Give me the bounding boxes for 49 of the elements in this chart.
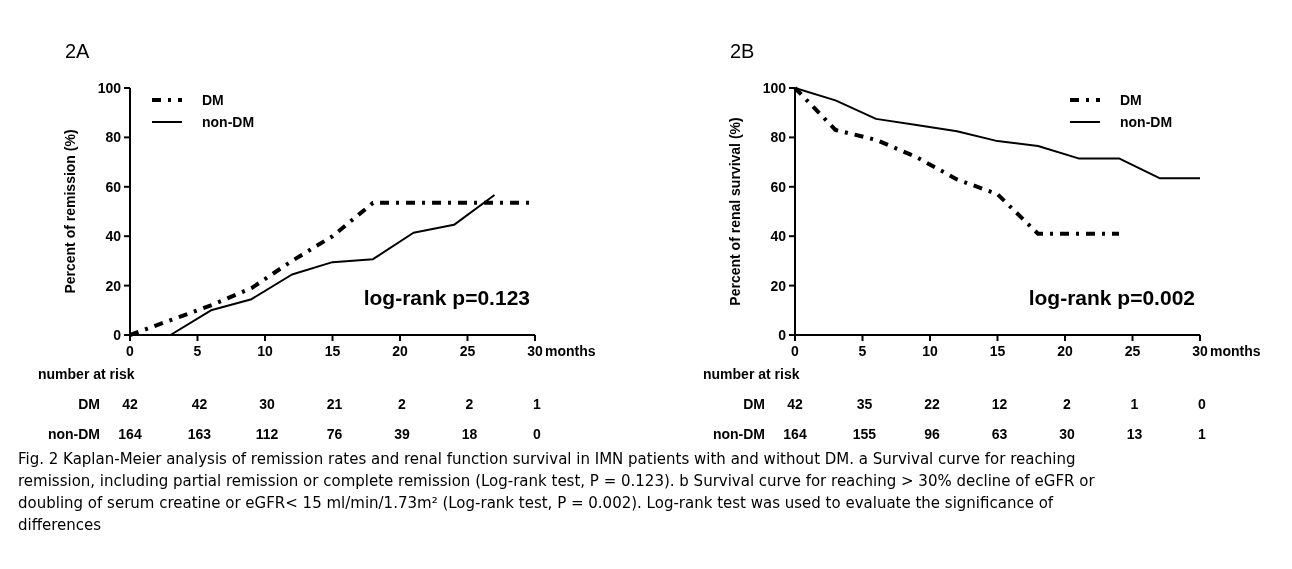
text: non-DM xyxy=(712,426,765,442)
x-axis-title: months xyxy=(545,343,596,359)
x-tick-label: 15 xyxy=(324,343,341,359)
x-tick-label: 5 xyxy=(858,343,867,359)
legend-label: non-DM xyxy=(202,113,255,130)
text: number at risk xyxy=(703,366,800,382)
y-tick-label: 0 xyxy=(113,326,122,343)
x-tick-label: 30 xyxy=(527,343,543,359)
y-tick-label: 20 xyxy=(770,277,787,294)
y-tick-label: 100 xyxy=(762,79,787,96)
x-tick-label: 0 xyxy=(791,343,800,359)
y-tick-label: 80 xyxy=(105,129,122,146)
text: 164 163 112 76 39 18 0 xyxy=(118,426,541,442)
text: 164 155 96 63 30 13 1 xyxy=(783,426,1206,442)
text: non-DM xyxy=(47,426,100,442)
y-tick-label: 60 xyxy=(770,178,787,195)
text: DM xyxy=(743,396,765,412)
y-tick-label: 20 xyxy=(105,277,122,294)
annotation: log-rank p=0.123 xyxy=(363,286,530,309)
chart-title: 2A xyxy=(65,40,91,62)
legend-label: DM xyxy=(202,91,224,108)
text: DM xyxy=(78,396,100,412)
text: number at risk xyxy=(38,366,135,382)
chart-title: 2B xyxy=(730,40,755,62)
x-tick-label: 10 xyxy=(922,343,938,359)
annotation: log-rank p=0.002 xyxy=(1028,286,1195,309)
x-tick-label: 25 xyxy=(459,343,476,359)
y-tick-label: 60 xyxy=(105,178,122,195)
x-tick-label: 25 xyxy=(1124,343,1141,359)
y-axis-title: Percent of remission (%) xyxy=(62,129,78,294)
y-axis-title: Percent of renal survival (%) xyxy=(727,117,743,306)
x-axis-title: months xyxy=(1210,343,1261,359)
y-tick-label: 40 xyxy=(770,228,787,245)
y-tick-label: 40 xyxy=(105,228,122,245)
caption: Fig. 2 Kaplan-Meier analysis of remission rates and renal function survival in IMN patients with and without DM. a Survival curve for reaching remission, including partial remission or complete remission (Log-rank test, P = 0.123). b Survival curve for reaching > 30% decline of eGFR or doubling of serum creatine or eGFR< 15 ml/min/1.73m² (Log-rank test, P = 0.002). Log-rank test was used to evaluate the significance of differences xyxy=(17,449,1096,536)
text: 42 35 22 12 2 1 0 xyxy=(787,396,1206,412)
x-tick-label: 0 xyxy=(126,343,135,359)
y-tick-label: 80 xyxy=(770,129,787,146)
text: 42 42 30 21 2 2 1 xyxy=(122,396,541,412)
x-tick-label: 20 xyxy=(1057,343,1073,359)
x-tick-label: 15 xyxy=(989,343,1006,359)
x-tick-label: 30 xyxy=(1192,343,1208,359)
x-tick-label: 5 xyxy=(193,343,202,359)
y-tick-label: 100 xyxy=(97,79,122,96)
legend-label: DM xyxy=(1120,91,1142,108)
y-tick-label: 0 xyxy=(778,326,787,343)
x-tick-label: 20 xyxy=(392,343,408,359)
x-tick-label: 10 xyxy=(257,343,273,359)
legend-label: non-DM xyxy=(1120,113,1173,130)
